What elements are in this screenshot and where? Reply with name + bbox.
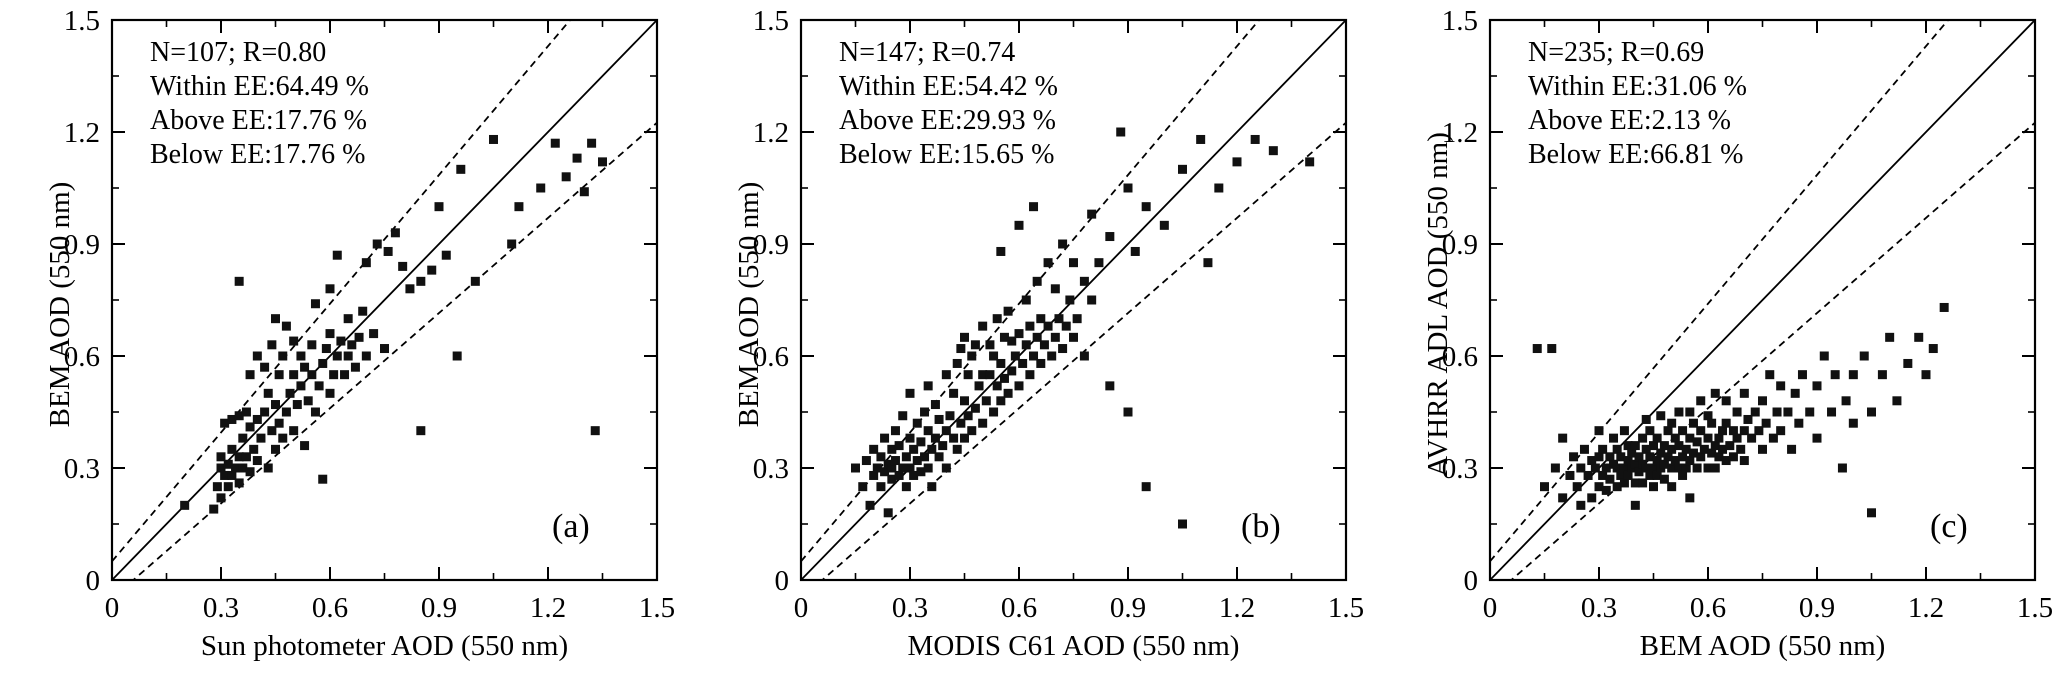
stat-within-ee: Within EE:54.42 %	[839, 71, 1058, 103]
svg-text:0.9: 0.9	[64, 229, 100, 261]
stats-annotation-a: N=107; R=0.80 Within EE:64.49 % Above EE…	[150, 36, 369, 173]
x-axis-label-b: MODIS C61 AOD (550 nm)	[907, 630, 1240, 662]
svg-text:0.6: 0.6	[753, 341, 789, 373]
svg-text:0: 0	[105, 592, 120, 624]
panel-letter-a: (a)	[552, 508, 590, 545]
svg-text:1.5: 1.5	[753, 5, 789, 37]
panel-c: 0 0.3 0.6 0.9 1.2 1.5 0 0.3 0.6 0.9 1.2 1.5 N=235; …	[1378, 0, 2067, 678]
scatter-plot-c: 0 0.3 0.6 0.9 1.2 1.5 0 0.3 0.6 0.9 1.2 1.5	[1442, 5, 2053, 624]
svg-text:1.5: 1.5	[64, 5, 100, 37]
x-axis-label-c: BEM AOD (550 nm)	[1639, 630, 1886, 662]
svg-text:0.6: 0.6	[1442, 341, 1478, 373]
svg-text:0.3: 0.3	[892, 592, 928, 624]
stat-below-ee: Below EE:66.81 %	[1528, 139, 1744, 171]
stat-below-ee: Below EE:15.65 %	[839, 139, 1055, 171]
svg-text:0: 0	[794, 592, 809, 624]
svg-text:1.5: 1.5	[1328, 592, 1364, 624]
stat-within-ee: Within EE:64.49 %	[150, 71, 369, 103]
y-axis-label-b: BEM AOD (550 nm)	[733, 181, 765, 428]
svg-text:0: 0	[1483, 592, 1498, 624]
scatter-plot-b: 0 0.3 0.6 0.9 1.2 1.5 0 0.3 0.6 0.9 1.2 1.5	[753, 5, 1364, 624]
panel-letter-b: (b)	[1241, 508, 1281, 545]
stat-n-r: N=235; R=0.69	[1528, 37, 1705, 68]
stat-within-ee: Within EE:31.06 %	[1528, 71, 1747, 103]
svg-text:0.9: 0.9	[1799, 592, 1835, 624]
stats-annotation-c: N=235; R=0.69 Within EE:31.06 % Above EE…	[1528, 36, 1747, 173]
svg-text:1.2: 1.2	[1908, 592, 1944, 624]
svg-text:0: 0	[86, 565, 101, 597]
svg-text:0.6: 0.6	[312, 592, 348, 624]
svg-text:0.6: 0.6	[1001, 592, 1037, 624]
stat-n-r: N=147; R=0.74	[839, 37, 1016, 68]
stat-n-r: N=107; R=0.80	[150, 37, 327, 68]
stat-below-ee: Below EE:17.76 %	[150, 139, 366, 171]
stats-annotation-b: N=147; R=0.74 Within EE:54.42 % Above EE…	[839, 36, 1058, 173]
svg-text:0.3: 0.3	[64, 453, 100, 485]
svg-text:0: 0	[1464, 565, 1479, 597]
svg-text:1.2: 1.2	[530, 592, 566, 624]
x-axis-label-a: Sun photometer AOD (550 nm)	[200, 630, 569, 662]
svg-text:0.3: 0.3	[203, 592, 239, 624]
svg-text:0.9: 0.9	[421, 592, 457, 624]
stat-above-ee: Above EE:29.93 %	[839, 105, 1056, 137]
svg-text:0.3: 0.3	[1581, 592, 1617, 624]
panel-a: 0 0.3 0.6 0.9 1.2 1.5 0 0.3 0.6 0.9 1.2 1.5 N=107; …	[0, 0, 689, 678]
svg-text:0.9: 0.9	[753, 229, 789, 261]
svg-text:1.5: 1.5	[2017, 592, 2053, 624]
y-axis-label-c: AVHRR ADL AOD (550 nm)	[1422, 132, 1454, 477]
svg-text:0.9: 0.9	[1442, 229, 1478, 261]
svg-text:0.9: 0.9	[1110, 592, 1146, 624]
svg-text:1.5: 1.5	[639, 592, 675, 624]
stat-above-ee: Above EE:17.76 %	[150, 105, 367, 137]
panel-b: 0 0.3 0.6 0.9 1.2 1.5 0 0.3 0.6 0.9 1.2 1.5 N=147; …	[689, 0, 1378, 678]
svg-text:0.6: 0.6	[1690, 592, 1726, 624]
y-axis-label-a: BEM AOD (550 nm)	[44, 181, 76, 428]
scatter-plot-a: 0 0.3 0.6 0.9 1.2 1.5 0 0.3 0.6 0.9 1.2 1.5	[64, 5, 675, 624]
svg-text:1.2: 1.2	[1442, 117, 1478, 149]
svg-text:0.3: 0.3	[1442, 453, 1478, 485]
svg-text:0.3: 0.3	[753, 453, 789, 485]
svg-text:1.5: 1.5	[1442, 5, 1478, 37]
svg-text:1.2: 1.2	[1219, 592, 1255, 624]
svg-text:1.2: 1.2	[753, 117, 789, 149]
svg-text:0: 0	[775, 565, 790, 597]
panel-letter-c: (c)	[1930, 508, 1968, 545]
stat-above-ee: Above EE:2.13 %	[1528, 105, 1731, 137]
svg-text:1.2: 1.2	[64, 117, 100, 149]
svg-text:0.6: 0.6	[64, 341, 100, 373]
